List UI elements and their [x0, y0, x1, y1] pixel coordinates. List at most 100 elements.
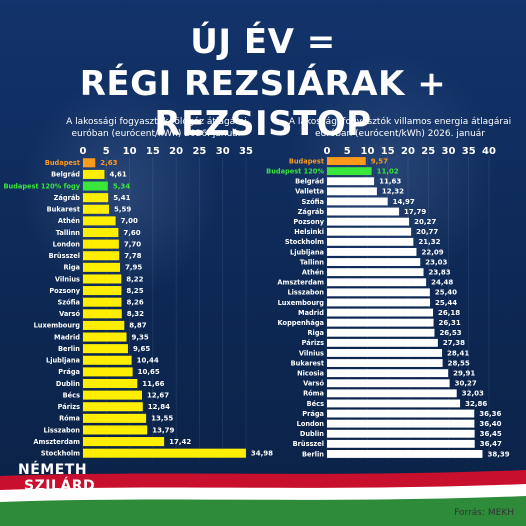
right-bar-12	[327, 278, 427, 287]
left-category-label-0: Budapest	[45, 159, 80, 167]
right-value-label-4: 14,97	[393, 198, 415, 206]
left-category-label-24: Amszterdam	[33, 438, 80, 446]
right-category-label-7: Helsinki	[294, 228, 324, 236]
left-bar-18	[83, 367, 133, 377]
right-category-label-10: Tallinn	[300, 258, 325, 266]
right-value-label-6: 20,27	[414, 218, 436, 226]
left-bar-2	[83, 181, 108, 191]
left-value-label-7: 7,70	[124, 240, 141, 248]
left-value-label-3: 5,41	[113, 194, 130, 202]
right-category-label-4: Szófia	[302, 198, 324, 206]
left-bar-20	[83, 390, 143, 400]
left-x-tick-label: 20	[169, 146, 183, 157]
right-category-label-18: Párizs	[302, 339, 324, 347]
right-category-label-9: Ljubljana	[290, 248, 324, 256]
right-category-label-22: Varsó	[303, 380, 324, 388]
right-value-label-26: 36,40	[479, 420, 501, 428]
left-value-label-13: 8,32	[127, 310, 144, 318]
right-category-label-20: Bukarest	[291, 359, 324, 367]
right-bar-17	[327, 328, 435, 337]
right-value-label-9: 22,09	[421, 248, 443, 256]
right-value-label-13: 25,40	[435, 289, 457, 297]
right-x-tick-label: 15	[381, 146, 395, 157]
right-category-label-23: Róma	[303, 390, 324, 398]
left-bar-14	[83, 320, 125, 330]
left-value-label-23: 13,79	[152, 426, 174, 434]
left-x-tick-label: 5	[103, 146, 110, 157]
left-x-tick-label: 35	[239, 146, 253, 157]
right-category-label-12: Amszterdam	[277, 279, 324, 287]
left-value-label-11: 8,25	[126, 287, 143, 295]
right-bar-6	[327, 217, 410, 226]
left-value-label-10: 8,22	[126, 275, 143, 283]
right-category-label-28: Brüsszel	[293, 440, 324, 448]
right-category-label-0: Budapest	[289, 157, 324, 165]
left-bar-25	[83, 448, 246, 458]
left-category-label-12: Szófia	[58, 298, 80, 306]
right-bar-25	[327, 409, 475, 418]
left-category-label-14: Luxembourg	[34, 322, 81, 330]
right-bar-14	[327, 298, 431, 307]
right-bar-29	[327, 450, 483, 458]
left-x-tick-label: 25	[192, 146, 206, 157]
right-bar-13	[327, 288, 430, 297]
right-bar-22	[327, 379, 450, 388]
right-value-label-24: 32,86	[465, 400, 487, 408]
left-value-label-21: 12,84	[148, 403, 170, 411]
right-bar-15	[327, 308, 434, 317]
left-bar-23	[83, 425, 148, 435]
right-value-label-17: 26,53	[439, 329, 461, 337]
left-bar-22	[83, 413, 147, 423]
left-category-label-3: Zágráb	[54, 194, 81, 202]
right-value-label-5: 17,79	[404, 208, 426, 216]
left-value-label-16: 9,65	[133, 345, 150, 353]
left-category-label-19: Dublin	[56, 380, 80, 388]
right-bar-4	[327, 197, 388, 206]
right-category-label-8: Stockholm	[285, 238, 324, 246]
right-x-tick-label: 25	[421, 146, 435, 157]
right-value-label-18: 27,38	[443, 339, 465, 347]
right-bar-0	[327, 157, 366, 165]
left-category-label-5: Athén	[58, 217, 80, 225]
left-value-label-4: 5,59	[114, 206, 131, 214]
right-value-label-16: 26,31	[439, 319, 461, 327]
left-category-label-17: Ljubljana	[46, 357, 80, 365]
left-category-label-25: Stockholm	[41, 449, 80, 457]
left-bar-6	[83, 227, 119, 238]
right-category-label-27: Dublin	[300, 430, 324, 438]
left-bar-3	[83, 193, 109, 203]
left-bar-8	[83, 251, 120, 261]
right-bar-2	[327, 177, 375, 186]
right-category-label-11: Athén	[302, 268, 324, 276]
right-bar-20	[327, 359, 443, 367]
left-value-label-1: 4,61	[109, 171, 126, 179]
right-category-label-1: Budapest 120%	[266, 167, 324, 175]
left-bar-24	[83, 437, 165, 447]
right-value-label-11: 23,83	[429, 268, 451, 276]
right-value-label-28: 36,47	[480, 440, 502, 448]
right-value-label-15: 26,18	[438, 309, 460, 317]
left-value-label-9: 7,95	[125, 264, 142, 272]
right-category-label-25: Prága	[302, 410, 324, 418]
left-value-label-12: 8,26	[126, 298, 143, 306]
left-category-label-13: Varsó	[59, 310, 80, 318]
left-bar-21	[83, 402, 143, 412]
left-category-label-23: Lisszabon	[43, 426, 80, 434]
right-bar-27	[327, 429, 475, 438]
left-bar-4	[83, 204, 110, 214]
right-category-label-26: London	[297, 420, 325, 428]
left-category-label-21: Párizs	[58, 403, 80, 411]
right-bar-28	[327, 439, 475, 448]
right-value-label-20: 28,55	[448, 359, 470, 367]
logo: NÉMETH SZILÁRD	[18, 463, 95, 493]
right-category-label-24: Bécs	[307, 400, 324, 408]
left-category-label-11: Pozsony	[49, 287, 80, 295]
right-category-label-19: Vilnius	[299, 349, 324, 357]
left-category-label-1: Belgrád	[51, 171, 80, 179]
right-value-label-2: 11,63	[379, 178, 401, 186]
left-bar-11	[83, 286, 122, 296]
left-category-label-18: Prága	[58, 368, 80, 376]
left-bar-1	[83, 169, 105, 179]
right-x-tick-label: 30	[442, 146, 456, 157]
